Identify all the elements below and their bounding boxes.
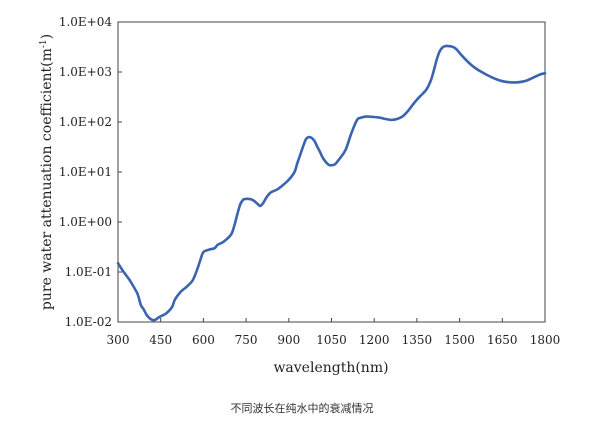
y-tick-label: 1.0E+01 — [59, 165, 112, 179]
x-tick-label: 1500 — [444, 333, 475, 347]
y-tick-label: 1.0E+00 — [59, 215, 112, 229]
x-tick-label: 1650 — [487, 333, 518, 347]
x-tick-label: 750 — [235, 333, 258, 347]
x-tick-label: 1800 — [530, 333, 561, 347]
x-tick-label: 1350 — [402, 333, 433, 347]
y-tick-label: 1.0E+03 — [59, 65, 112, 79]
y-tick-label: 1.0E+04 — [59, 15, 113, 29]
x-axis-ticks: 300 450 600 750 900 1050 1200 1350 1500 1650 1800 — [107, 318, 561, 347]
figure-caption: 不同波长在纯水中的衰减情况 — [230, 402, 374, 415]
x-tick-label: 1050 — [316, 333, 347, 347]
x-tick-label: 900 — [277, 333, 300, 347]
attenuation-line — [116, 44, 547, 322]
y-tick-label: 1.0E-01 — [65, 265, 112, 279]
plot-frame — [117, 21, 546, 323]
x-axis-title: wavelength(nm) — [273, 360, 388, 376]
y-tick-label: 1.0E-02 — [65, 315, 112, 329]
x-tick-label: 600 — [192, 333, 215, 347]
x-tick-label: 300 — [107, 333, 130, 347]
y-tick-label: 1.0E+02 — [59, 115, 112, 129]
x-tick-label: 1200 — [359, 333, 390, 347]
x-tick-label: 450 — [149, 333, 172, 347]
y-axis-ticks: 1.0E-02 1.0E-01 1.0E+00 1.0E+01 1.0E+02 1.0E+… — [59, 15, 122, 329]
chart: 300 450 600 750 900 1050 1200 1350 1500 1650 1800 … — [39, 15, 561, 376]
y-axis-title: pure water attenuation coefficient(m-1) — [39, 34, 55, 310]
